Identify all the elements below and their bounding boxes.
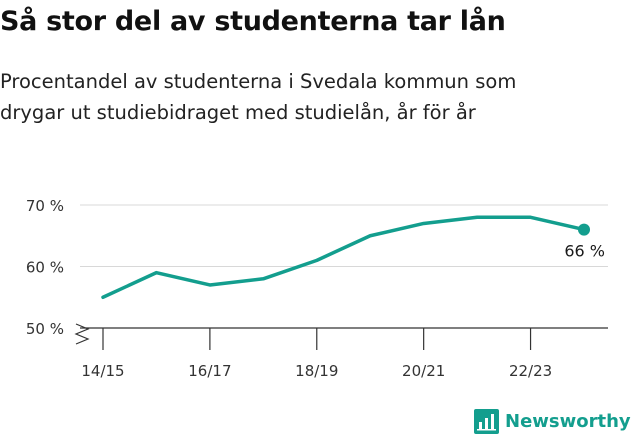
series-line xyxy=(101,215,586,299)
newsworthy-logo: Newsworthy xyxy=(474,404,631,438)
subtitle-line-1: Procentandel av studenterna i Svedala ko… xyxy=(0,70,517,93)
x-tick-label-18/19: 18/19 xyxy=(295,362,338,380)
chart-title: Så stor del av studenterna tar lån xyxy=(0,6,506,37)
bar-chart-icon xyxy=(474,408,499,434)
subtitle-line-2: drygar ut studiebidraget med studielån, … xyxy=(0,101,476,124)
x-tick-label-22/23: 22/23 xyxy=(509,362,552,380)
y-tick-label-70: 70 % xyxy=(26,197,64,215)
chart-subtitle: Procentandel av studenterna i Svedala ko… xyxy=(0,66,600,128)
logo-text: Newsworthy xyxy=(505,410,631,432)
end-point-marker xyxy=(578,223,590,236)
y-tick-label-50: 50 % xyxy=(26,320,64,338)
x-tick-label-16/17: 16/17 xyxy=(188,362,231,380)
end-value-label: 66 % xyxy=(564,242,605,261)
x-tick-label-20/21: 20/21 xyxy=(402,362,445,380)
y-tick-label-60: 60 % xyxy=(26,259,64,277)
axis-break-icon xyxy=(74,323,90,345)
x-tick-label-14/15: 14/15 xyxy=(81,362,124,380)
